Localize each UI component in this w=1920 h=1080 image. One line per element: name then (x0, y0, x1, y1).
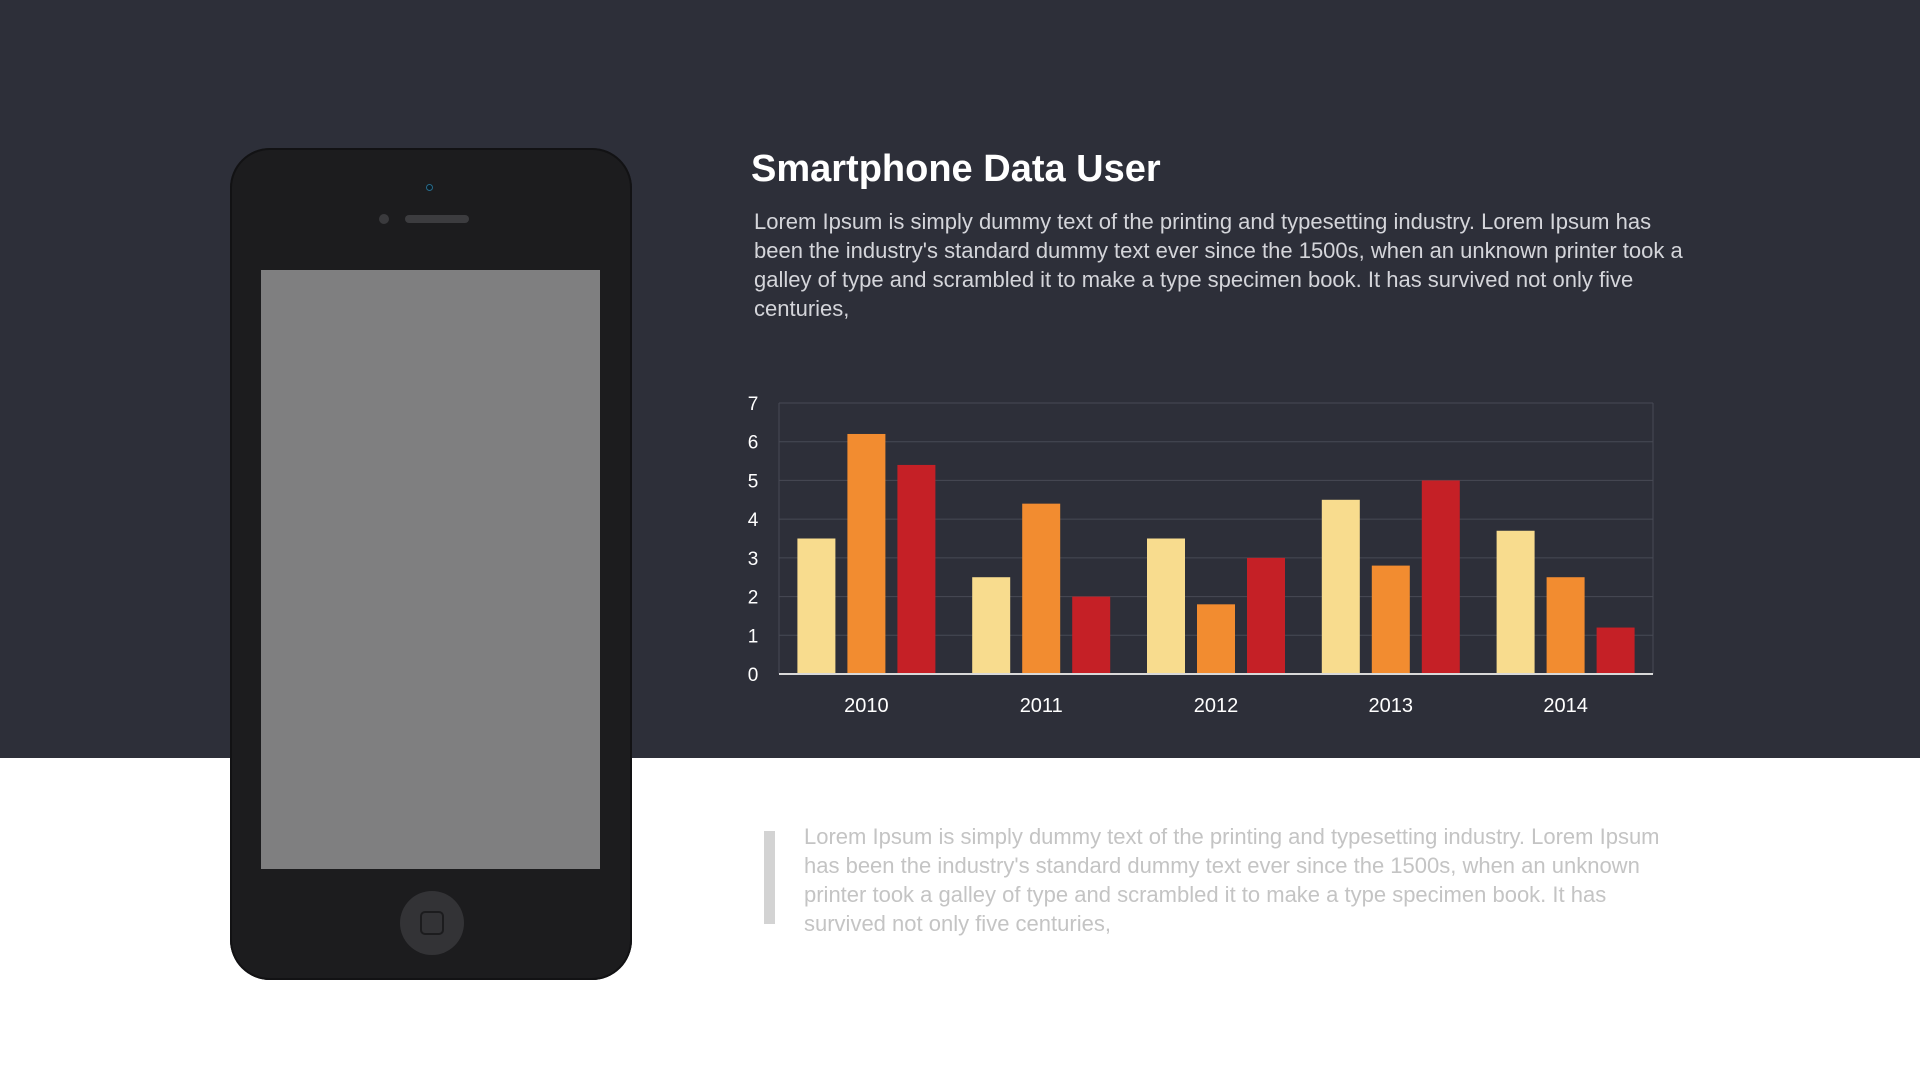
bar-2012-2 (1247, 557, 1285, 674)
bar-2010-1 (847, 433, 886, 674)
x-tick-label: 2011 (1020, 695, 1063, 717)
y-tick-label: 7 (748, 394, 759, 415)
x-tick-label: 2010 (844, 695, 889, 717)
bar-2013-2 (1421, 480, 1460, 674)
y-tick-label: 0 (748, 665, 759, 686)
quote-bar (764, 831, 775, 924)
bar-2011-0 (972, 577, 1011, 674)
y-tick-label: 3 (748, 549, 759, 570)
x-tick-label: 2012 (1194, 695, 1239, 717)
bar-2014-1 (1546, 577, 1585, 674)
bar-2010-2 (897, 464, 936, 674)
bar-2010-0 (797, 538, 836, 674)
bar-2013-0 (1321, 499, 1360, 674)
x-tick-label: 2014 (1543, 695, 1588, 717)
sensor-icon (379, 214, 389, 224)
home-square-icon (420, 911, 444, 935)
slide-title: Smartphone Data User (751, 148, 1161, 190)
camera-icon (426, 184, 433, 191)
bar-2011-2 (1072, 596, 1111, 674)
speaker-icon (405, 215, 469, 223)
bar-2014-2 (1596, 627, 1635, 674)
y-tick-label: 4 (748, 510, 759, 531)
bar-2013-1 (1371, 565, 1410, 674)
x-tick-label: 2013 (1369, 695, 1414, 717)
y-tick-label: 6 (748, 433, 759, 454)
y-tick-label: 2 (748, 588, 759, 609)
y-tick-label: 1 (748, 626, 759, 647)
bar-2012-1 (1197, 604, 1235, 674)
chart-axes: 0 1 2 3 4 5 6 7 2010 2011 2012 2013 2014 (748, 394, 1653, 717)
description-bottom: Lorem Ipsum is simply dummy text of the … (804, 824, 1660, 936)
y-tick-label: 5 (748, 471, 759, 492)
bar-chart: 0 1 2 3 4 5 6 7 2010 2011 2012 2013 2014 (748, 394, 1654, 717)
description-top: Lorem Ipsum is simply dummy text of the … (754, 209, 1683, 321)
smartphone-illustration (230, 148, 632, 980)
bar-2012-0 (1147, 538, 1185, 674)
bar-2011-1 (1022, 503, 1061, 674)
chart-bars (797, 433, 1635, 674)
bar-2014-0 (1496, 530, 1535, 674)
phone-screen (261, 270, 600, 869)
home-button-icon (400, 891, 464, 955)
